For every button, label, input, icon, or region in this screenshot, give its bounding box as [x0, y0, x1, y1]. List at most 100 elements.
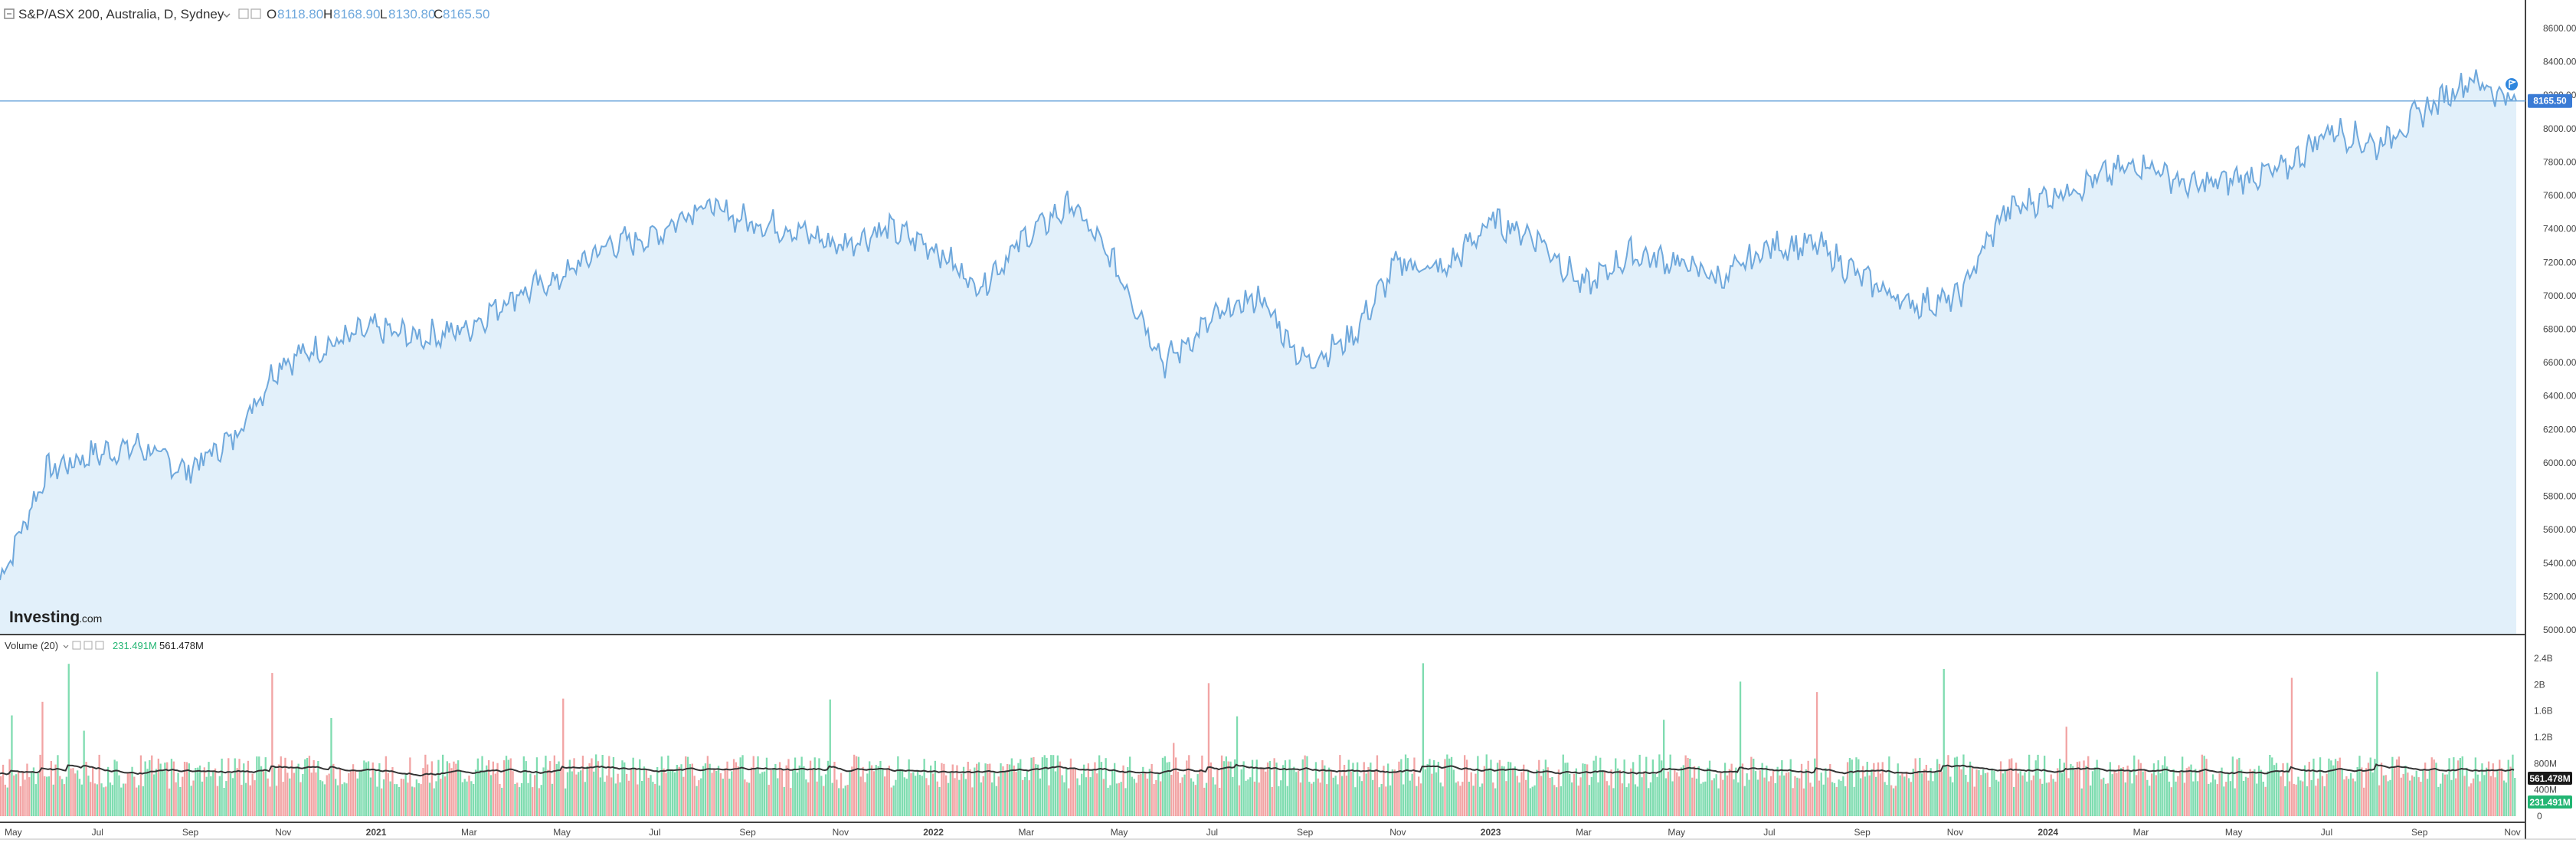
volume-bar: [752, 756, 754, 816]
volume-bar: [1492, 782, 1494, 816]
close-icon[interactable]: [95, 641, 104, 650]
volume-bar: [175, 782, 177, 816]
volume-bar: [1358, 776, 1361, 816]
volume-bar: [851, 766, 853, 816]
volume-bar: [2315, 786, 2317, 816]
volume-bar: [2512, 754, 2514, 816]
volume-bar: [2227, 773, 2230, 816]
volume-bar: [1135, 782, 1137, 816]
volume-bar: [1544, 759, 1547, 816]
volume-bar: [420, 784, 422, 816]
square-minus-icon[interactable]: [238, 8, 249, 19]
volume-bar: [1450, 756, 1453, 816]
volume-bar: [78, 779, 81, 816]
volume-bars[interactable]: [0, 663, 2516, 816]
volume-bar: [1056, 755, 1059, 816]
volume-bar: [1022, 779, 1024, 816]
volume-bar: [277, 764, 280, 816]
time-tick-label: May: [1668, 827, 1685, 838]
alert-flag[interactable]: [2506, 78, 2518, 90]
volume-bar: [1129, 756, 1131, 816]
square-minus-icon[interactable]: [4, 8, 15, 19]
investing-logo: Investing .com: [9, 608, 102, 626]
volume-bar: [1144, 773, 1147, 816]
volume-bar: [915, 776, 917, 816]
volume-bar: [2295, 784, 2297, 816]
volume-bar: [1582, 763, 1584, 816]
volume-bar: [1590, 776, 1592, 816]
volume-bar: [466, 781, 468, 816]
volume-bar: [1472, 786, 1475, 816]
volume-bar: [1632, 762, 1635, 816]
flag-icon[interactable]: [2506, 78, 2518, 90]
volume-bar: [313, 759, 315, 816]
volume-bar: [545, 756, 547, 816]
volume-bar: [2113, 771, 2116, 816]
volume-bar: [2356, 767, 2358, 816]
volume-bar: [1769, 776, 1772, 816]
volume-bar: [1831, 782, 1834, 816]
volume-bar: [1155, 779, 1157, 816]
volume-bar: [376, 786, 378, 816]
volume-bar: [2328, 758, 2330, 816]
volume-bar: [1137, 774, 1140, 816]
volume-bar: [1656, 776, 1658, 816]
volume-tick-label: 2.4B: [2534, 653, 2553, 664]
price-tick-label: 6400.00: [2543, 391, 2576, 402]
volume-bar: [1008, 764, 1011, 816]
volume-bar: [951, 764, 954, 816]
volume-bar: [260, 766, 263, 816]
volume-bar: [389, 781, 391, 816]
volume-bar: [796, 772, 799, 816]
volume-bar: [1648, 788, 1650, 816]
volume-bar: [820, 776, 823, 816]
volume-bar: [446, 761, 448, 816]
volume-bar: [977, 762, 980, 816]
volume-bar: [70, 768, 72, 816]
volume-bar: [2502, 780, 2506, 816]
chevron-down-icon[interactable]: [63, 645, 69, 648]
volume-bar: [1571, 782, 1573, 816]
volume-bar: [1638, 754, 1641, 816]
volume-bar: [805, 779, 807, 816]
volume-axis[interactable]: 2.4B 2B 1.6B 1.2B 800M 400M 0: [2534, 653, 2557, 822]
chevron-down-icon[interactable]: [223, 13, 231, 18]
volume-bar: [2078, 761, 2080, 816]
volume-bar: [332, 763, 335, 816]
volume-bar: [444, 776, 447, 816]
volume-bar: [2152, 763, 2155, 816]
volume-bar: [138, 785, 140, 816]
volume-bar: [1190, 778, 1193, 816]
volume-bar: [774, 764, 777, 816]
price-panel[interactable]: [0, 69, 2517, 635]
volume-bar: [667, 755, 669, 816]
gear-icon[interactable]: [83, 641, 93, 650]
volume-bar: [857, 756, 860, 816]
price-tick-label: 6000.00: [2543, 458, 2576, 468]
price-axis[interactable]: 8600.008400.008200.008000.007800.007600.…: [2543, 23, 2576, 635]
volume-bar: [2378, 785, 2381, 816]
volume-legend[interactable]: Volume (20) 231.491M 561.478M: [5, 640, 204, 651]
volume-bar: [157, 758, 159, 816]
volume-bar: [31, 772, 33, 816]
volume-bar: [2203, 756, 2205, 816]
volume-bar: [1288, 759, 1291, 816]
volume-bar: [1140, 774, 1142, 816]
volume-bar: [522, 756, 525, 816]
volume-bar: [1017, 763, 1020, 816]
volume-bar: [2030, 780, 2033, 816]
volume-bar: [1927, 780, 1930, 816]
volume-bar: [1960, 769, 1962, 816]
volume-bar: [938, 786, 941, 816]
volume-bar: [700, 778, 702, 816]
volume-bar: [1592, 760, 1595, 816]
volume-bar: [2430, 757, 2433, 816]
volume-bar: [1641, 777, 1643, 816]
volume-bar: [1984, 773, 1987, 816]
time-axis[interactable]: May Jul Sep Nov 2021 Mar May Jul Sep Nov 2022 Mar Ma…: [5, 827, 2521, 838]
square-minus-icon[interactable]: [72, 641, 81, 650]
chart-legend[interactable]: S&P/ASX 200, Australia, D, Sydney O 8118…: [4, 7, 489, 21]
volume-bar: [1663, 720, 1665, 816]
gear-icon[interactable]: [250, 8, 261, 19]
price-tick-label: 8000.00: [2543, 123, 2576, 134]
